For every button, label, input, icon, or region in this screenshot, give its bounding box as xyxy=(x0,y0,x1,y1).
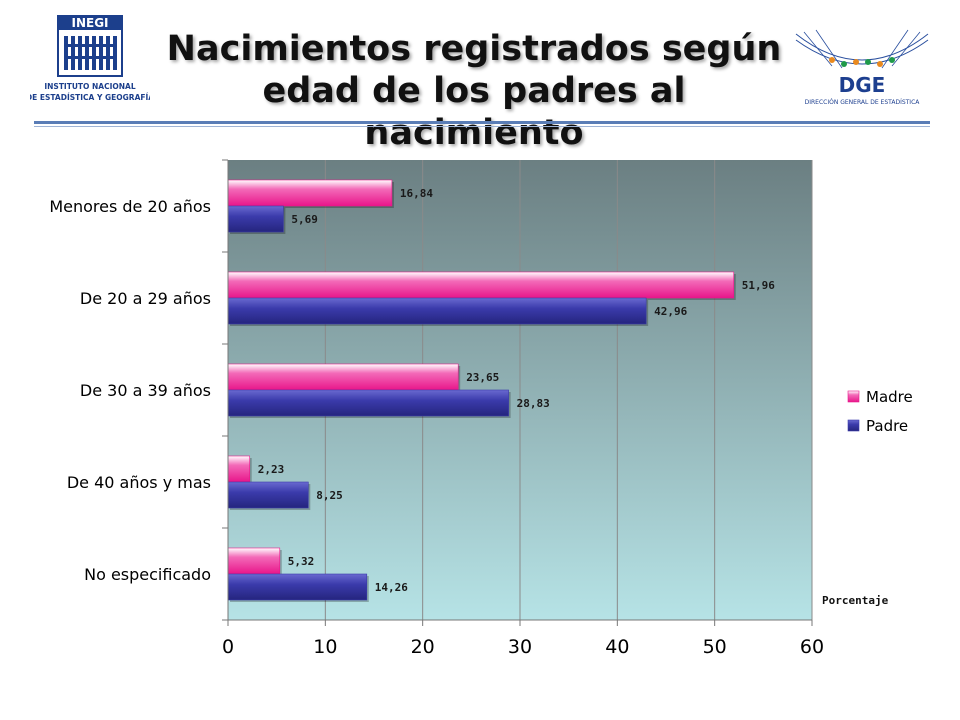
bar-padre xyxy=(227,205,284,233)
title-line-2: edad de los padres al nacimiento xyxy=(262,71,686,153)
header-rule xyxy=(34,121,930,124)
axis-unit-note: Porcentaje xyxy=(822,594,889,607)
bar-madre xyxy=(227,271,735,299)
bar-padre xyxy=(227,481,309,509)
data-label: 8,25 xyxy=(316,489,343,502)
svg-text:DIRECCIÓN GENERAL DE ESTADÍSTI: DIRECCIÓN GENERAL DE ESTADÍSTICA xyxy=(805,99,921,106)
data-label: 16,84 xyxy=(400,187,433,200)
x-tick-label: 10 xyxy=(313,636,337,658)
title-line-1: Nacimientos registrados según xyxy=(166,29,782,69)
x-tick-label: 40 xyxy=(605,636,629,658)
svg-text:INSTITUTO NACIONAL: INSTITUTO NACIONAL xyxy=(44,82,136,91)
category-label: De 20 a 29 años xyxy=(80,289,211,308)
bar-madre xyxy=(227,547,281,575)
svg-text:DGE: DGE xyxy=(839,73,886,97)
bar-padre xyxy=(227,573,368,601)
inegi-logo: INEGI INSTITUTO NACIONAL DE ESTADÍSTICA … xyxy=(26,14,154,106)
category-label: No especificado xyxy=(84,565,211,584)
legend-swatch-madre xyxy=(847,390,860,403)
dge-logo: DGE DIRECCIÓN GENERAL DE ESTADÍSTICA xyxy=(792,26,932,110)
bar-madre xyxy=(227,179,393,207)
bar-padre xyxy=(227,389,509,417)
x-tick-label: 60 xyxy=(800,636,824,658)
x-tick-label: 20 xyxy=(411,636,435,658)
data-label: 5,32 xyxy=(288,555,315,568)
svg-text:INEGI: INEGI xyxy=(71,16,108,30)
bar-madre xyxy=(227,455,251,483)
data-label: 42,96 xyxy=(654,305,687,318)
data-label: 14,26 xyxy=(375,581,408,594)
x-tick-label: 0 xyxy=(222,636,234,658)
category-label: De 40 años y mas xyxy=(67,473,211,492)
x-tick-label: 50 xyxy=(703,636,727,658)
data-label: 23,65 xyxy=(466,371,499,384)
legend-label-madre: Madre xyxy=(866,388,913,406)
data-label: 5,69 xyxy=(291,213,318,226)
x-tick-label: 30 xyxy=(508,636,532,658)
category-label: De 30 a 39 años xyxy=(80,381,211,400)
data-label: 28,83 xyxy=(517,397,550,410)
bar-madre xyxy=(227,363,459,391)
page-title: Nacimientos registrados según edad de lo… xyxy=(150,28,798,154)
legend-label-padre: Padre xyxy=(866,417,908,435)
bar-padre xyxy=(227,297,647,325)
data-label: 2,23 xyxy=(258,463,285,476)
category-label: Menores de 20 años xyxy=(49,197,211,216)
svg-text:DE ESTADÍSTICA Y GEOGRAFÍA: DE ESTADÍSTICA Y GEOGRAFÍA xyxy=(30,93,150,102)
legend-swatch-padre xyxy=(847,419,860,432)
data-label: 51,96 xyxy=(742,279,775,292)
header-rule-thin xyxy=(34,126,930,127)
